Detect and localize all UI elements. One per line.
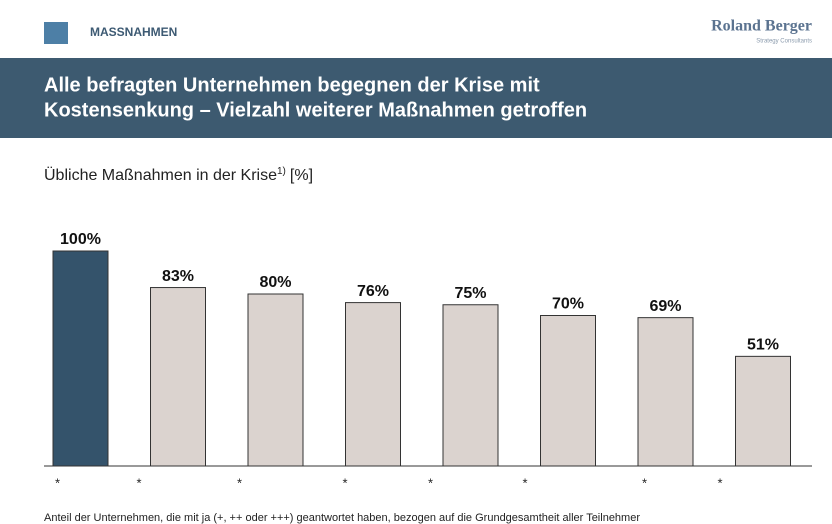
value-label: 100% xyxy=(60,231,101,248)
unit: [%] xyxy=(290,167,313,184)
footnote-ref: 1) xyxy=(277,166,286,177)
category-label: * xyxy=(718,475,723,490)
subtitle-text: Übliche Maßnahmen in der Krise xyxy=(44,166,277,184)
bar xyxy=(247,293,304,467)
bar xyxy=(150,287,206,467)
category-label: * xyxy=(237,475,242,490)
value-label: 75% xyxy=(454,285,486,302)
category-label: * xyxy=(55,475,60,490)
logo: Roland Berger xyxy=(711,18,812,35)
bar xyxy=(345,302,401,467)
category-label: * xyxy=(523,475,528,490)
section-label: MASSNAHMEN xyxy=(90,25,177,39)
category-label: * xyxy=(428,475,433,490)
value-label: 80% xyxy=(259,274,291,291)
value-label: 70% xyxy=(552,296,584,313)
category-label: * xyxy=(343,475,348,490)
subtitle: Übliche Maßnahmen in der Krise1) [%] xyxy=(44,166,313,185)
bar xyxy=(735,355,791,467)
title-band xyxy=(0,58,832,138)
bar xyxy=(637,317,694,467)
value-label: 83% xyxy=(162,268,194,285)
value-label: 69% xyxy=(649,298,681,315)
category-label: * xyxy=(137,475,142,490)
value-label: 51% xyxy=(747,337,779,354)
section-icon xyxy=(44,22,68,44)
title-line: Alle befragten Unternehmen begegnen der … xyxy=(44,74,540,96)
bar xyxy=(52,250,109,467)
logo-sub: Strategy Consultants xyxy=(756,39,812,45)
footnote: Anteil der Unternehmen, die mit ja (+, +… xyxy=(44,512,640,524)
title-line: Kostensenkung – Vielzahl weiterer Maßnah… xyxy=(44,99,587,121)
bar xyxy=(540,315,596,467)
value-label: 76% xyxy=(357,283,389,300)
bar xyxy=(442,304,499,467)
category-label: * xyxy=(642,475,647,490)
